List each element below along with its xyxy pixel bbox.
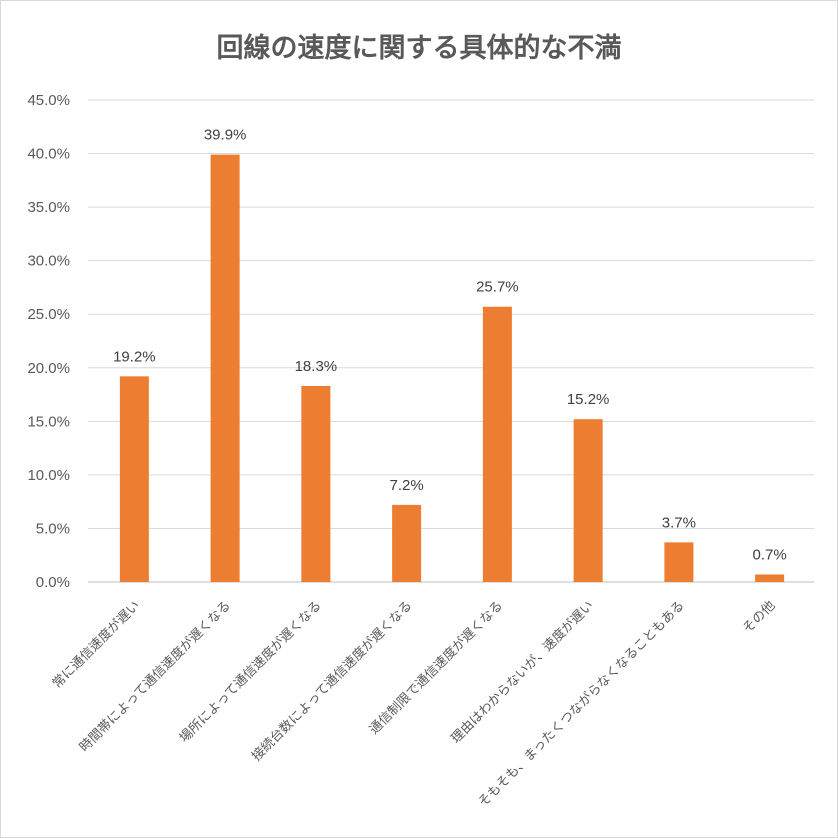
bar (664, 542, 694, 582)
bar (392, 504, 422, 582)
data-label: 18.3% (295, 358, 338, 375)
data-labels: 19.2% 39.9% 18.3% 7.2% 25.7% 15.2% 3.7% 0.7% (113, 127, 787, 564)
bar (210, 154, 240, 583)
data-label: 39.9% (204, 127, 247, 144)
y-tick-label: 20.0% (27, 360, 70, 377)
y-axis-ticks: 0.0% 5.0% 10.0% 15.0% 20.0% 25.0% 30.0% 35.0% 40… (27, 92, 70, 591)
category-label: そもそも、まったくつながらなくなることもある (476, 598, 688, 810)
bars (119, 154, 785, 583)
y-tick-label: 45.0% (27, 92, 70, 109)
category-label: 理由はわからないが、速度が遅い (448, 598, 597, 747)
data-label: 7.2% (390, 477, 424, 494)
category-label: 場所によって通信速度が遅くなる (176, 598, 324, 746)
bar (573, 419, 603, 582)
data-label: 15.2% (567, 391, 610, 408)
data-label: 19.2% (113, 348, 156, 365)
data-label: 25.7% (476, 279, 519, 296)
category-label: 時間帯によって通信速度が遅くなる (76, 598, 234, 756)
category-label: 接続台数によって通信速度が遅くなる (249, 598, 416, 765)
y-tick-label: 10.0% (27, 467, 70, 484)
category-labels: 常に通信速度が遅い時間帯によって通信速度が遅くなる場所によって通信速度が遅くなる… (49, 598, 778, 811)
bar (482, 306, 512, 582)
chart-title: 回線の速度に関する具体的な不満 (216, 33, 622, 64)
category-label: その他 (740, 598, 778, 636)
y-tick-label: 30.0% (27, 253, 70, 270)
bar (301, 385, 331, 582)
data-label: 3.7% (662, 514, 696, 531)
bar (755, 574, 785, 582)
y-tick-label: 5.0% (36, 520, 70, 537)
y-tick-label: 40.0% (27, 146, 70, 163)
category-label: 常に通信速度が遅い (49, 598, 143, 692)
y-tick-label: 0.0% (36, 574, 70, 591)
bar (119, 376, 149, 582)
y-tick-label: 15.0% (27, 413, 70, 430)
data-label: 0.7% (753, 547, 787, 564)
y-tick-label: 35.0% (27, 199, 70, 216)
y-tick-label: 25.0% (27, 306, 70, 323)
gridlines (88, 99, 814, 583)
